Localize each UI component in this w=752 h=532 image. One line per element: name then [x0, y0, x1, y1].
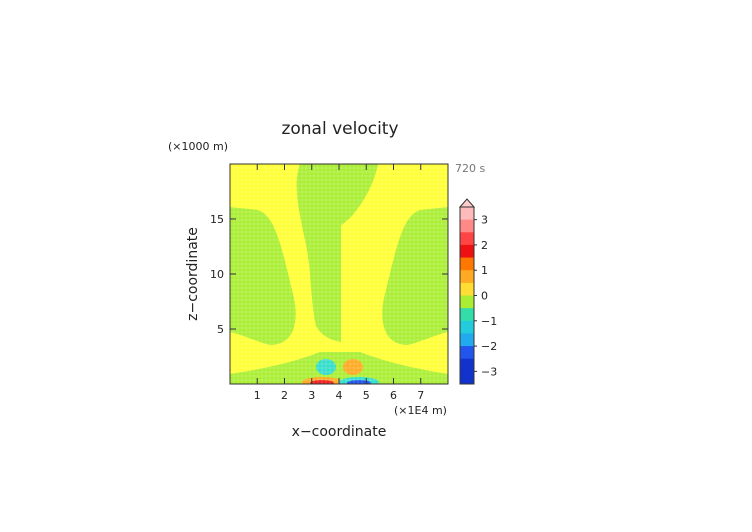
- field-lower-strip: [230, 352, 448, 384]
- colorbar-segment: [460, 365, 474, 372]
- colorbar-segment: [460, 327, 474, 334]
- y-axis-label: z−coordinate: [185, 227, 201, 321]
- colorbar-segment: [460, 207, 474, 214]
- colorbar-segment: [460, 263, 474, 271]
- colorbar-segment: [460, 251, 474, 258]
- colorbar-segment: [460, 358, 474, 366]
- colorbar-segment: [460, 308, 474, 315]
- plot-area: [230, 164, 448, 384]
- colorbar-tick-labels: 3 2 1 0 −1 −2 −3: [474, 214, 497, 378]
- colorbar-segment: [460, 219, 474, 227]
- x-unit-label: (×1E4 m): [394, 404, 447, 417]
- x-tick-label: 2: [281, 389, 288, 402]
- time-label: 720 s: [455, 162, 485, 175]
- surface-negative-core: [347, 380, 371, 384]
- y-unit-label: (×1000 m): [168, 140, 228, 153]
- colorbar-tick-label: 0: [481, 290, 488, 303]
- x-tick-label: 4: [336, 389, 343, 402]
- x-tick-label: 3: [308, 389, 315, 402]
- x-axis-label: x−coordinate: [292, 424, 387, 440]
- y-tick-label: 15: [210, 213, 224, 226]
- colorbar-segment: [460, 314, 474, 322]
- colorbar-segment: [460, 339, 474, 347]
- colorbar-segment: [460, 225, 474, 233]
- colorbar-segment: [460, 232, 474, 240]
- x-tick-label: 7: [417, 389, 424, 402]
- colorbar-segment: [460, 213, 474, 221]
- x-axis-ticks: 1 2 3 4 5 6 7: [254, 164, 424, 402]
- eddy-negative: [316, 359, 336, 375]
- colorbar-segment: [460, 295, 474, 303]
- x-tick-label: 5: [363, 389, 370, 402]
- x-tick-label: 6: [390, 389, 397, 402]
- colorbar-segment: [460, 289, 474, 296]
- eddy-positive: [343, 359, 363, 375]
- colorbar-tick-label: −2: [481, 340, 497, 353]
- x-tick-label: 1: [254, 389, 261, 402]
- colorbar-segment: [460, 270, 474, 277]
- plot-grid: [230, 164, 448, 384]
- y-axis-ticks: 5 10 15: [210, 213, 448, 336]
- y-tick-label: 10: [210, 268, 224, 281]
- colorbar-segment: [460, 371, 474, 379]
- colorbar-segment: [460, 257, 474, 265]
- colorbar-segment: [460, 377, 474, 385]
- colorbar-segment: [460, 333, 474, 341]
- colorbar-tick-label: 2: [481, 239, 488, 252]
- colorbar-segment: [460, 352, 474, 360]
- colorbar-segment: [460, 301, 474, 309]
- colorbar-tick-label: −3: [481, 365, 497, 378]
- colorbar-segment: [460, 282, 474, 290]
- colorbar-segment: [460, 276, 474, 284]
- colorbar-tick-label: 1: [481, 264, 488, 277]
- colorbar-segment: [460, 238, 474, 246]
- colorbar-segment: [460, 346, 474, 353]
- colorbar: [458, 198, 476, 385]
- field-left-margin: [230, 207, 296, 345]
- field-right-margin: [382, 207, 448, 345]
- colorbar-tick-label: −1: [481, 315, 497, 328]
- surface-positive-core: [310, 380, 334, 384]
- colorbar-segment: [460, 244, 474, 252]
- y-tick-label: 5: [217, 323, 224, 336]
- field-central-v: [296, 164, 378, 342]
- colorbar-tick-label: 3: [481, 214, 488, 227]
- colorbar-segment: [460, 320, 474, 328]
- chart-title: zonal velocity: [281, 119, 398, 139]
- colorbar-extend-arrow: [458, 198, 476, 208]
